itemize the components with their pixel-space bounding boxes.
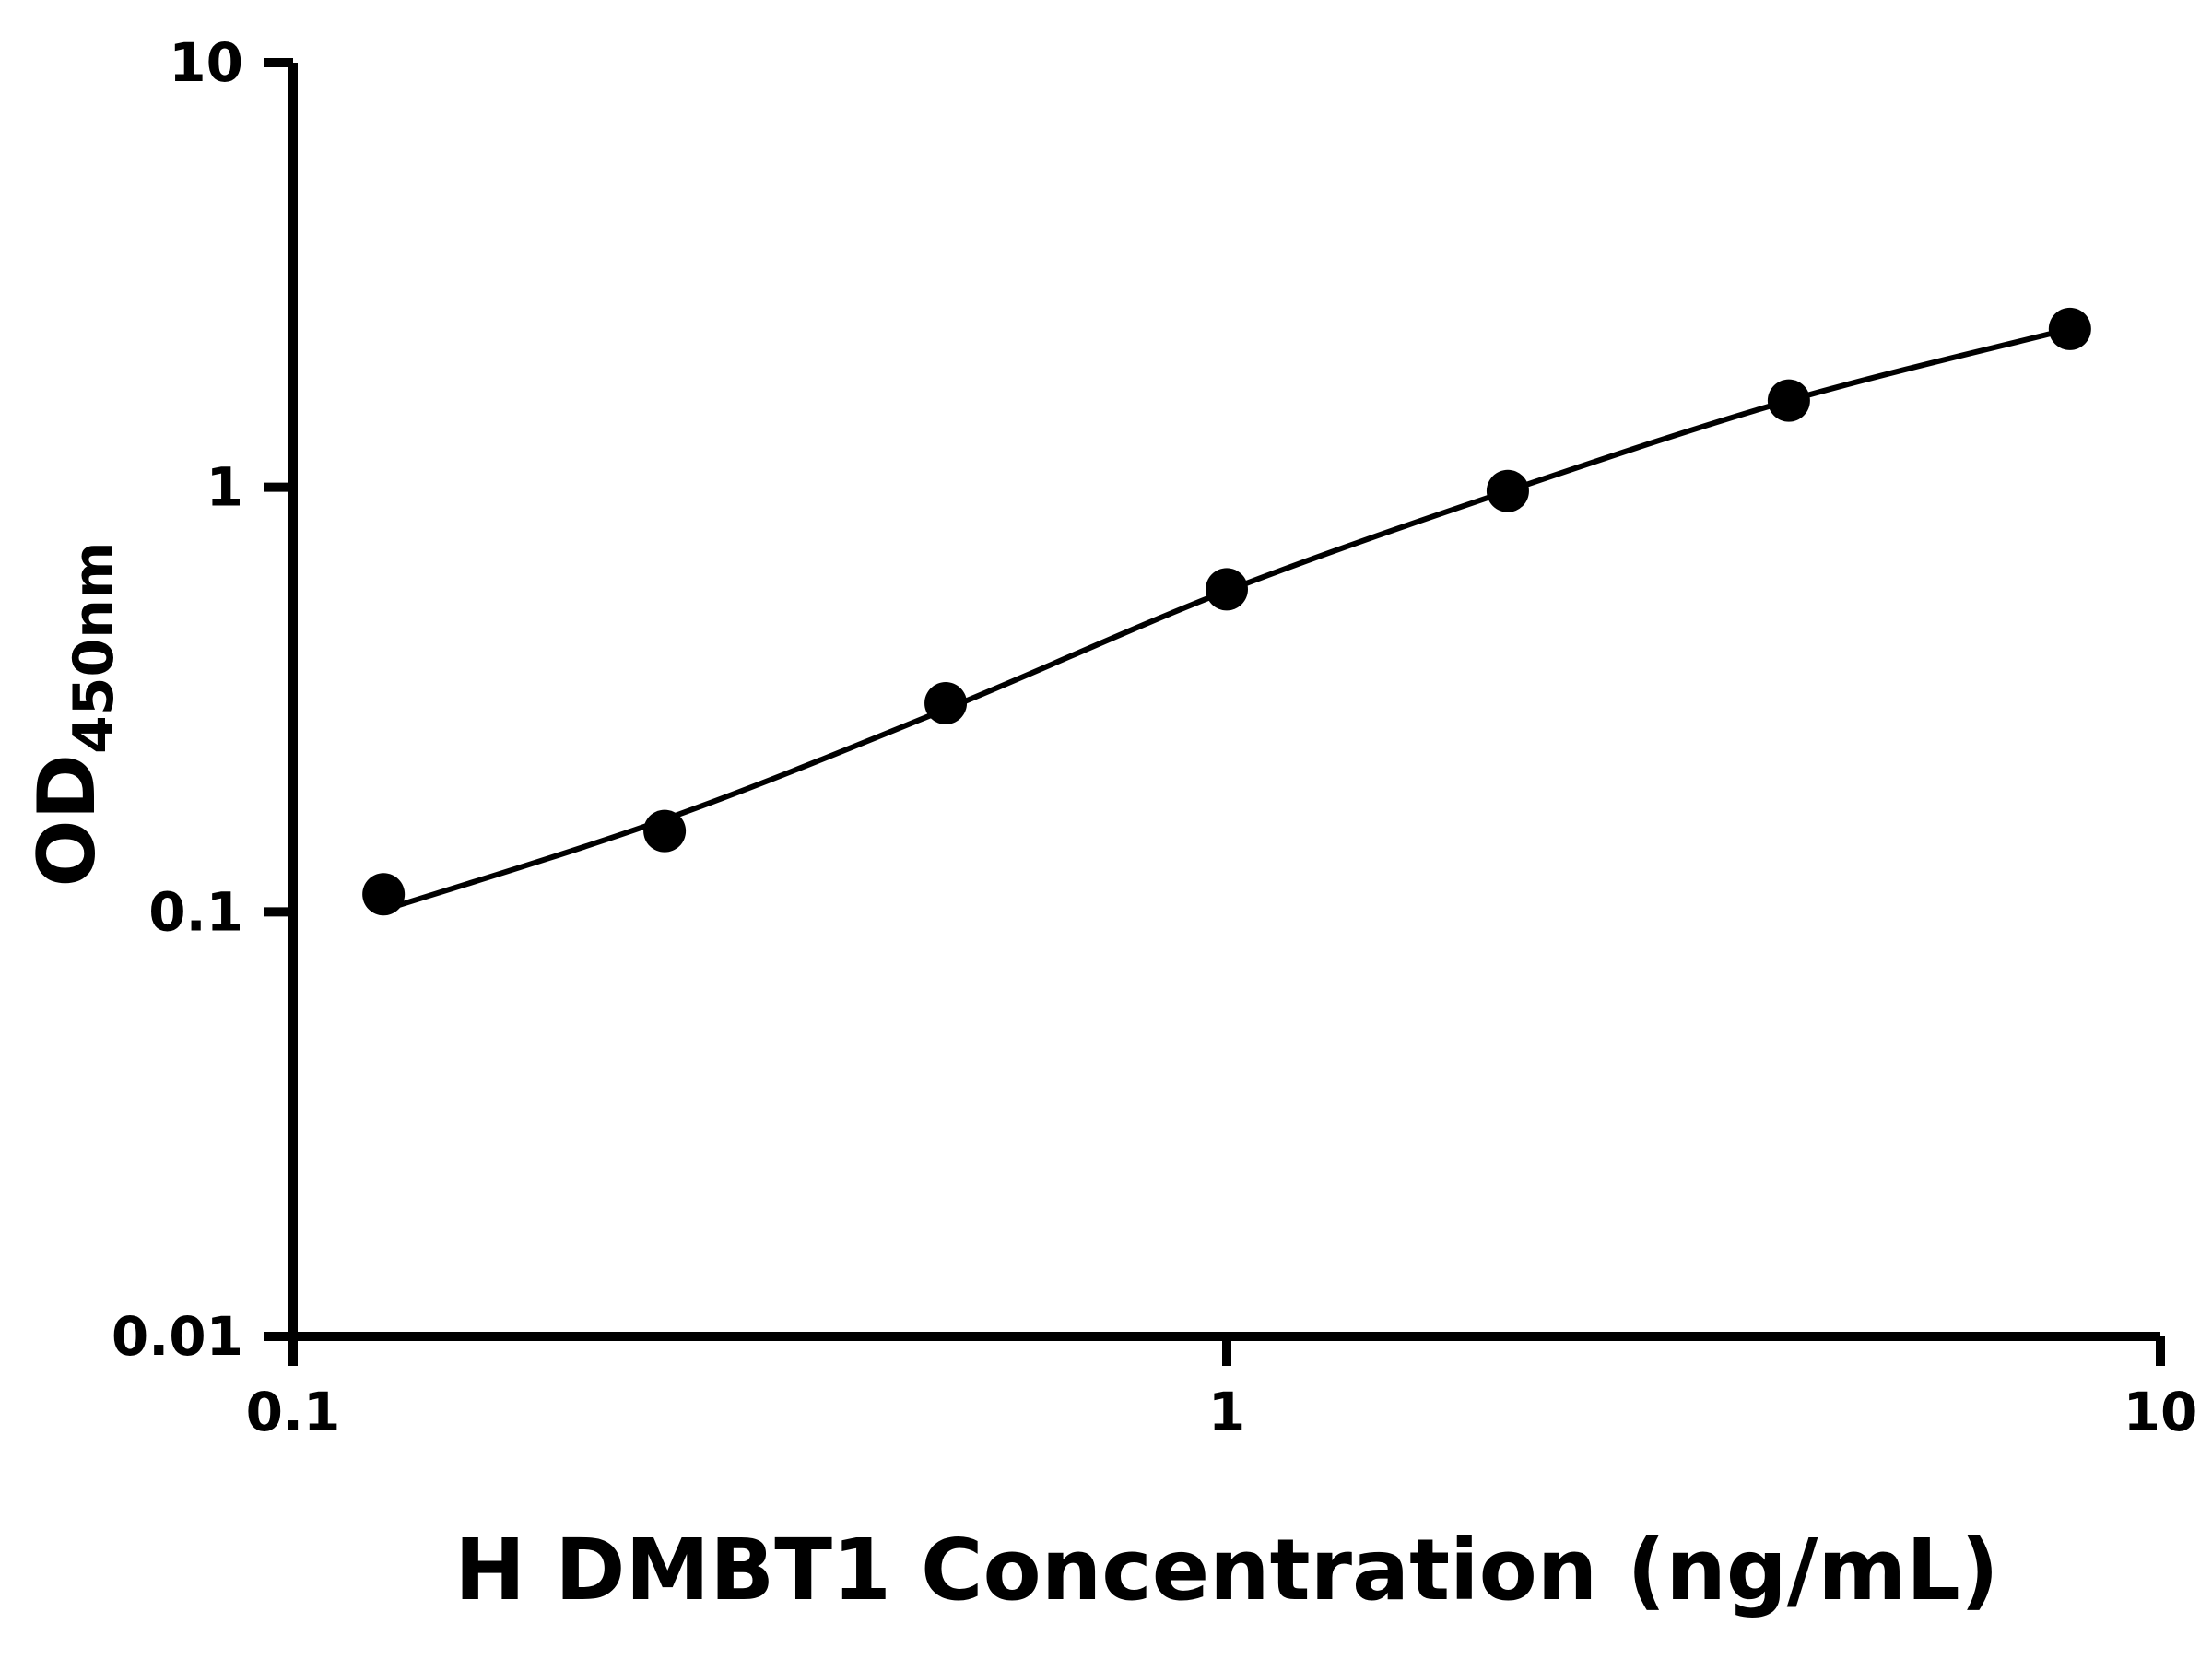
y-tick-label: 10: [169, 31, 243, 94]
x-axis-title: H DMBT1 Concentration (ng/mL): [454, 1521, 1999, 1619]
y-axis-title-main: OD: [21, 753, 113, 888]
y-tick-label: 0.1: [148, 880, 243, 943]
data-point: [643, 809, 687, 853]
data-point: [362, 873, 406, 916]
data-point: [2048, 307, 2091, 350]
fit-curve: [382, 325, 2071, 913]
x-tick-label: 1: [1208, 1381, 1245, 1443]
y-tick-label: 0.01: [112, 1305, 243, 1368]
x-tick-label: 0.1: [246, 1381, 341, 1443]
x-tick-label: 10: [2124, 1381, 2198, 1443]
data-point: [1206, 568, 1248, 611]
y-tick-label: 1: [206, 456, 243, 519]
data-point: [1767, 379, 1810, 422]
y-axis-title: OD450nm: [21, 542, 126, 888]
data-point: [924, 681, 968, 724]
data-point: [1486, 469, 1529, 512]
y-axis-title-subscript: 450nm: [62, 541, 126, 754]
